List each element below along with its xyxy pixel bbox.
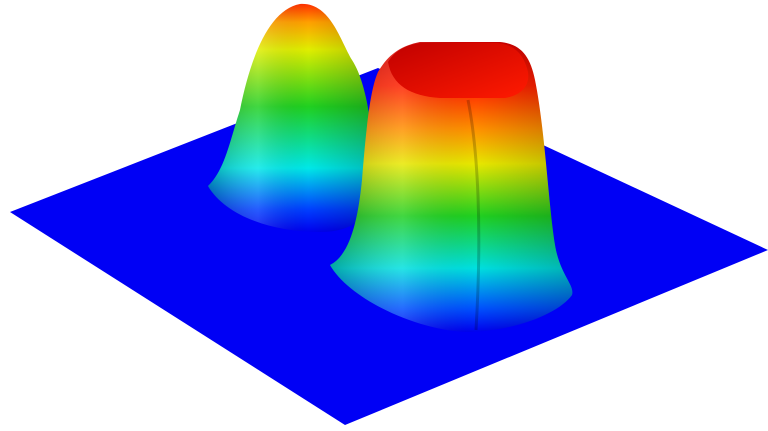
plateau-top — [388, 43, 529, 98]
right-plateau-shade — [330, 42, 573, 332]
left-peak-shade — [208, 3, 376, 232]
plateau-crease — [466, 99, 481, 331]
